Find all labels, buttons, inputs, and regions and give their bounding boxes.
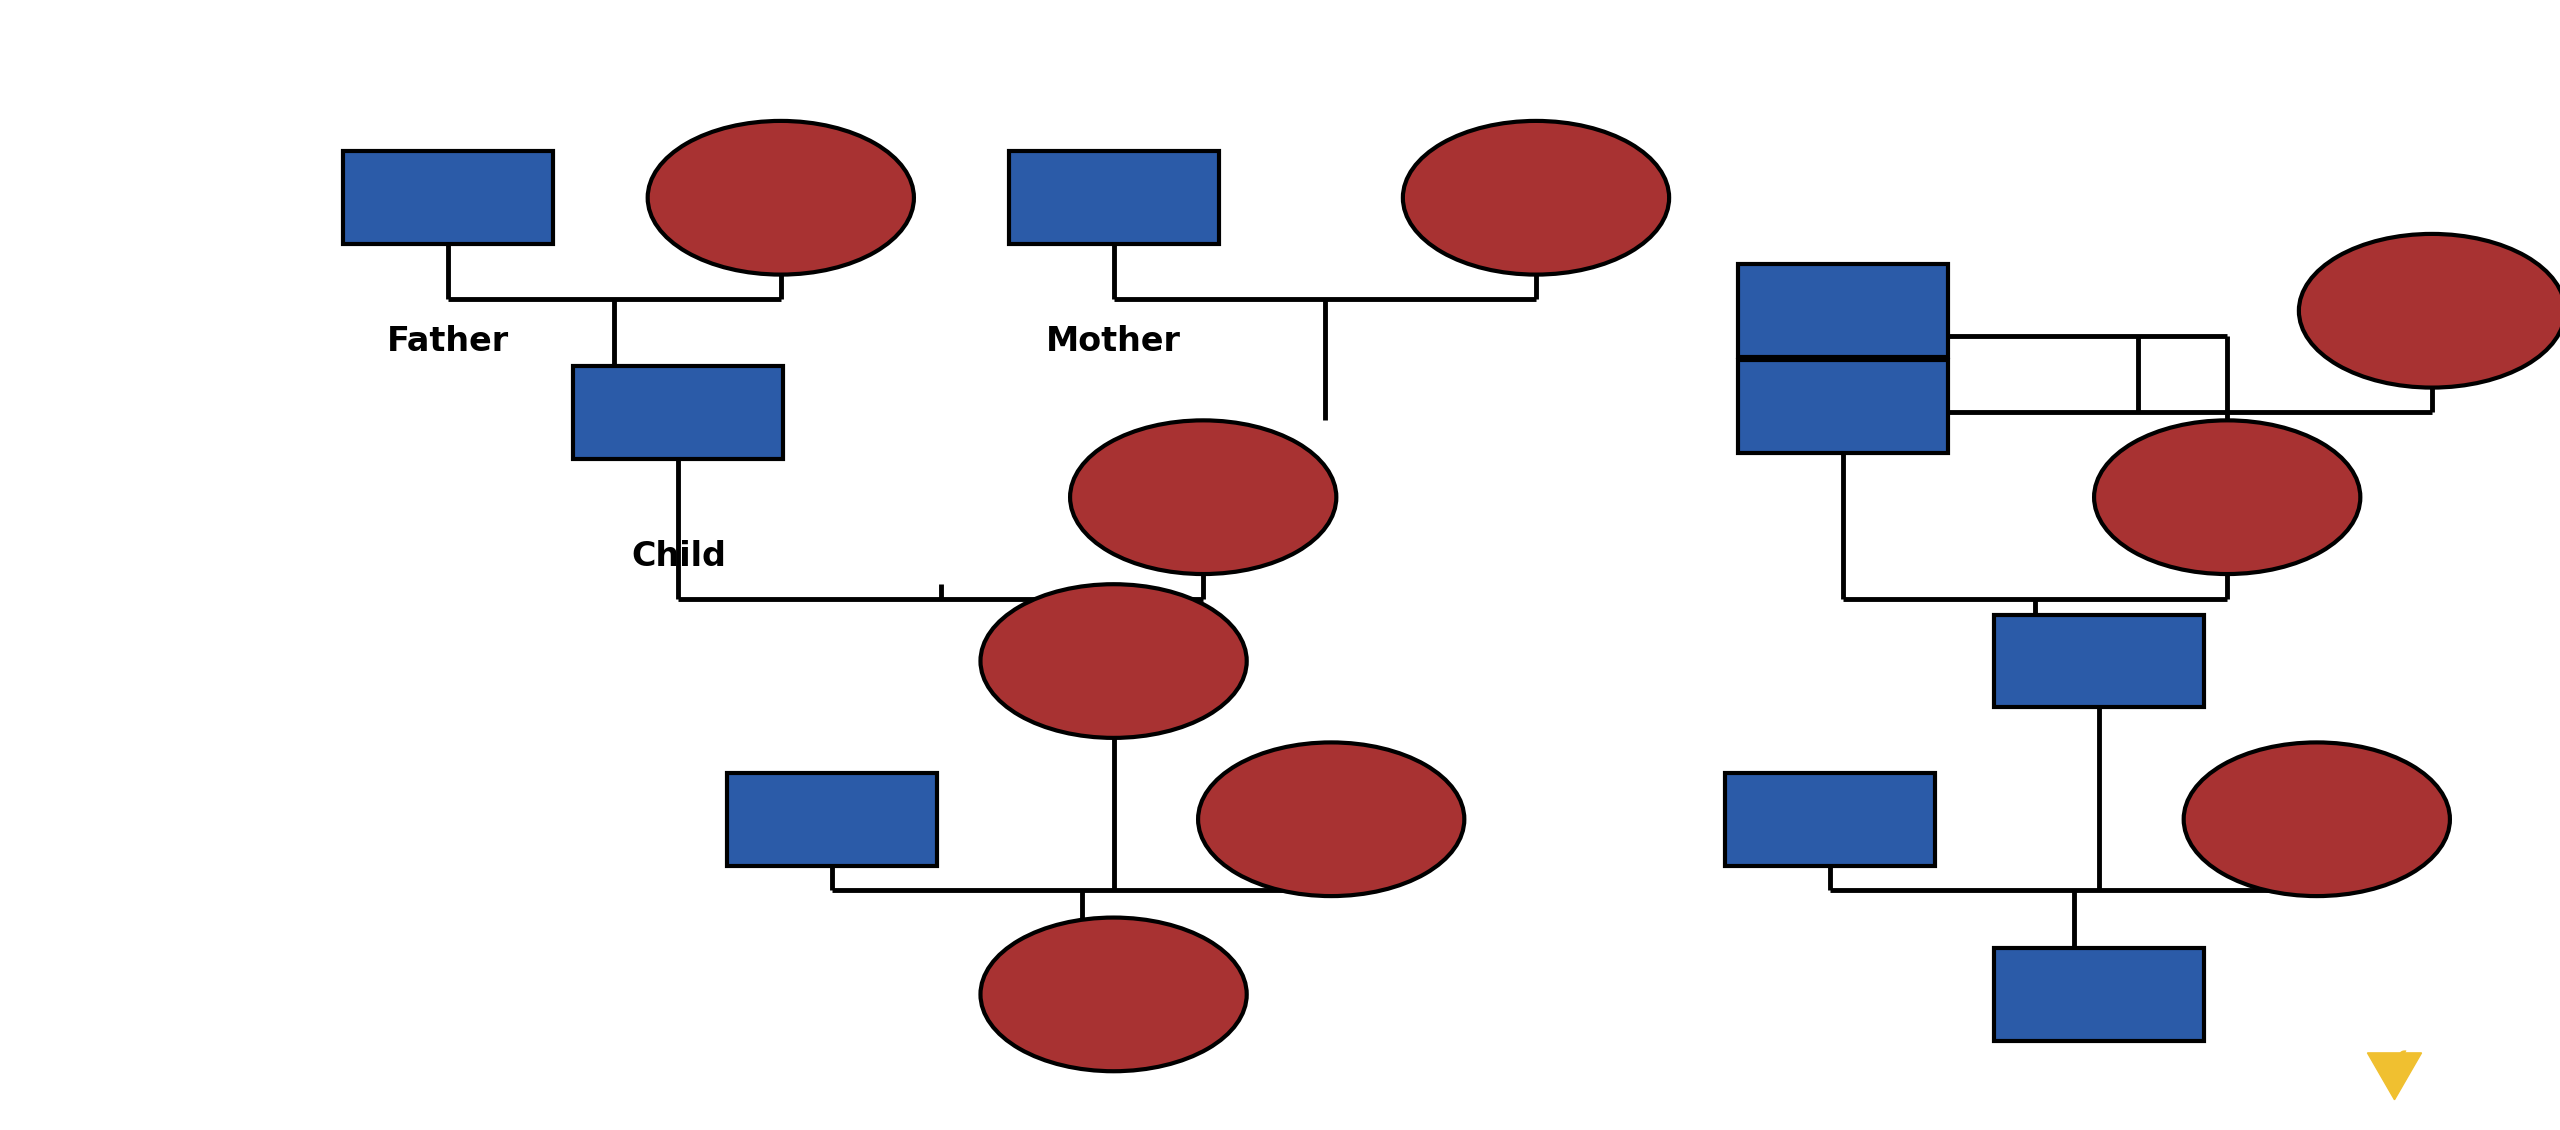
Ellipse shape bbox=[1403, 121, 1669, 275]
Text: Child: Child bbox=[630, 540, 727, 573]
FancyBboxPatch shape bbox=[1009, 151, 1219, 244]
Text: Mother: Mother bbox=[1047, 325, 1180, 358]
Ellipse shape bbox=[648, 121, 914, 275]
Text: Father: Father bbox=[387, 325, 509, 358]
Ellipse shape bbox=[980, 584, 1247, 738]
Ellipse shape bbox=[1198, 742, 1464, 896]
FancyBboxPatch shape bbox=[727, 773, 937, 866]
Ellipse shape bbox=[1070, 420, 1336, 574]
FancyBboxPatch shape bbox=[1725, 773, 1935, 866]
FancyBboxPatch shape bbox=[1994, 948, 2204, 1041]
FancyBboxPatch shape bbox=[1738, 360, 1948, 453]
FancyBboxPatch shape bbox=[343, 151, 553, 244]
Ellipse shape bbox=[980, 918, 1247, 1071]
Ellipse shape bbox=[2184, 742, 2450, 896]
FancyBboxPatch shape bbox=[1994, 615, 2204, 707]
Ellipse shape bbox=[2299, 234, 2560, 388]
FancyBboxPatch shape bbox=[573, 366, 783, 459]
Ellipse shape bbox=[2094, 420, 2360, 574]
Text: ✓: ✓ bbox=[2373, 1044, 2414, 1092]
FancyBboxPatch shape bbox=[1738, 264, 1948, 357]
